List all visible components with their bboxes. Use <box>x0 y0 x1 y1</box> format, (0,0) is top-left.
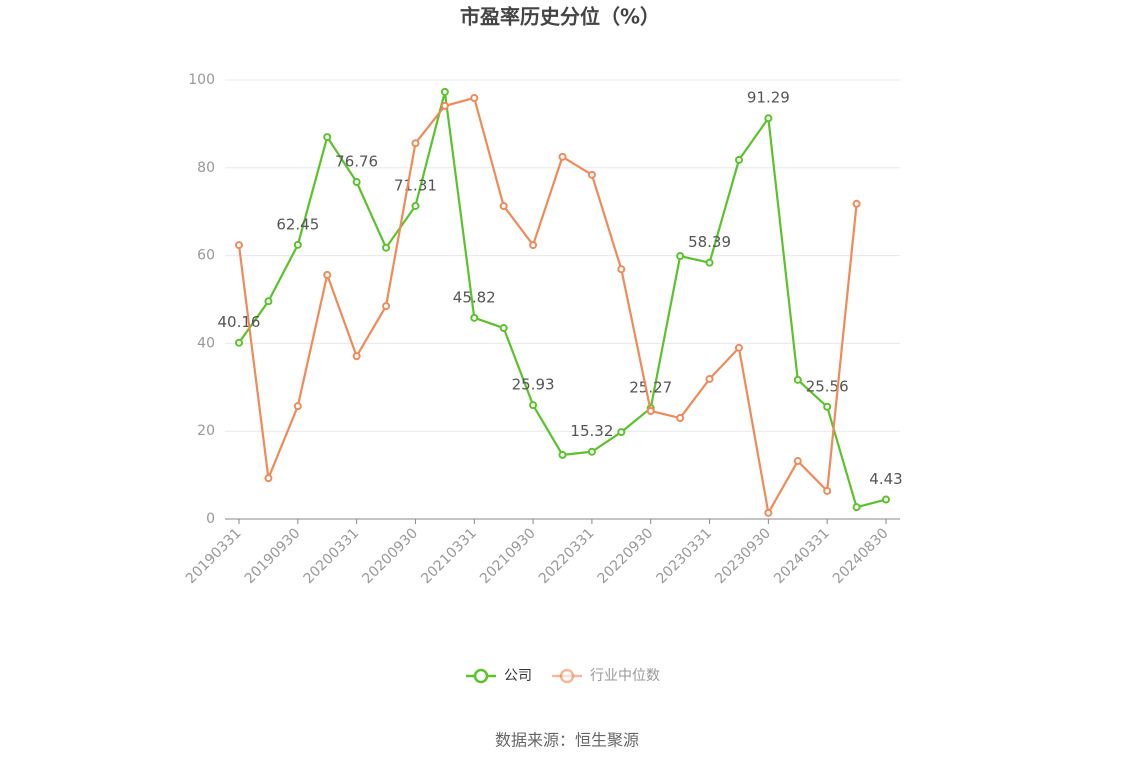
legend-marker <box>559 668 575 684</box>
point <box>264 297 273 306</box>
point <box>440 101 449 110</box>
point <box>823 402 832 411</box>
x-tick-label: 20230930 <box>712 525 774 587</box>
data-label: 91.29 <box>747 89 790 107</box>
data-label: 76.76 <box>335 153 378 171</box>
point <box>235 338 243 347</box>
point <box>470 313 479 322</box>
x-tick-label: 20200930 <box>359 525 421 587</box>
y-tick-label: 100 <box>188 72 215 88</box>
y-tick-label: 0 <box>206 511 215 527</box>
data-label: 45.82 <box>453 288 496 306</box>
point <box>558 152 567 161</box>
x-tick-label: 20200331 <box>301 525 363 587</box>
y-tick-label: 40 <box>197 335 215 351</box>
data-label: 15.32 <box>570 422 613 440</box>
data-label: 25.27 <box>629 379 672 397</box>
x-tick-label: 20190930 <box>242 525 304 587</box>
legend-marker <box>473 668 489 684</box>
point <box>676 252 685 261</box>
point <box>264 474 273 483</box>
point <box>705 258 714 267</box>
point <box>235 241 243 250</box>
point <box>764 508 773 517</box>
point <box>646 407 655 416</box>
x-tick-label: 20240331 <box>771 525 833 587</box>
legend-label[interactable]: 行业中位数 <box>590 668 660 684</box>
point <box>293 240 302 249</box>
point <box>352 178 361 187</box>
y-tick-label: 60 <box>197 248 215 264</box>
point <box>617 428 626 437</box>
x-tick-label: 20190331 <box>183 525 245 587</box>
point <box>323 133 332 142</box>
point <box>382 302 391 311</box>
point <box>852 199 861 208</box>
chart-title: 市盈率历史分位（%） <box>460 5 660 29</box>
series-line <box>237 96 858 517</box>
point <box>382 243 391 252</box>
point <box>676 414 685 423</box>
data-label: 4.43 <box>869 470 902 488</box>
point <box>293 402 302 411</box>
point <box>587 447 596 456</box>
legend-label[interactable]: 公司 <box>504 668 532 684</box>
x-tick-label: 20220331 <box>536 525 598 587</box>
data-label: 25.56 <box>806 377 849 395</box>
point <box>734 155 743 164</box>
point <box>705 374 714 383</box>
y-tick-label: 80 <box>197 160 215 176</box>
point <box>352 352 361 361</box>
point <box>734 343 743 352</box>
point <box>852 503 861 512</box>
point <box>499 324 508 333</box>
point <box>823 486 832 495</box>
x-tick-label: 20210331 <box>418 525 480 587</box>
x-tick-label: 20210930 <box>477 525 539 587</box>
data-label: 62.45 <box>276 215 319 233</box>
point <box>587 170 596 179</box>
point <box>499 201 508 210</box>
data-label: 25.93 <box>512 376 555 394</box>
point <box>558 450 567 459</box>
source: 数据来源：恒生聚源 <box>495 731 639 750</box>
point <box>529 241 538 250</box>
x-tick-label: 20220930 <box>595 525 657 587</box>
data-label: 58.39 <box>688 233 731 251</box>
x-tick-label: 20230331 <box>653 525 715 587</box>
y-tick-label: 20 <box>197 423 215 439</box>
point <box>617 265 626 274</box>
point <box>470 93 479 102</box>
x-tick-label: 20240830 <box>830 525 892 587</box>
point <box>411 201 420 210</box>
point <box>440 87 449 96</box>
point <box>793 457 802 466</box>
point <box>793 375 802 384</box>
point <box>764 114 773 123</box>
data-label: 71.31 <box>394 176 437 194</box>
point <box>529 401 538 410</box>
point <box>323 270 332 279</box>
point <box>882 495 890 504</box>
data-label: 40.16 <box>218 313 261 331</box>
point <box>411 139 420 148</box>
